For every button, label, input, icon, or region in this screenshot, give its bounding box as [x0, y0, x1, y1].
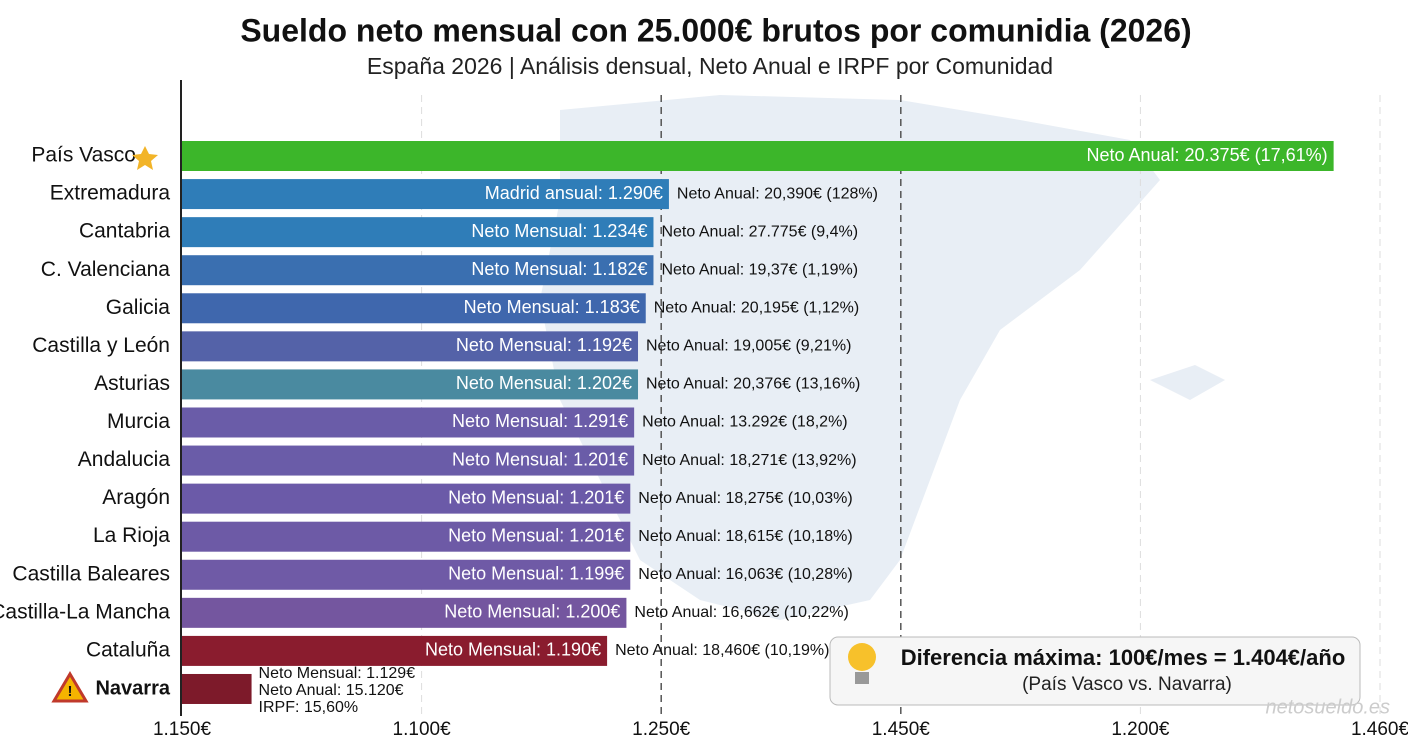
bar-inner-label: Neto Mensual: 1.199€: [448, 564, 624, 584]
x-tick-label: 1.150€: [153, 719, 212, 736]
category-label: Andalucia: [78, 448, 171, 471]
category-label: Galicia: [106, 296, 171, 319]
category-label: Cantabria: [79, 220, 170, 243]
bar-inner-label: Neto Mensual: 1.291€: [452, 411, 628, 431]
callout-box: [829, 636, 1361, 706]
bar: [182, 597, 627, 628]
bar-inner-label: Neto Mensual: 1.201€: [452, 449, 628, 469]
x-tick-label: 1.100€: [393, 719, 452, 736]
x-tick-label: 1.450€: [872, 719, 931, 736]
side-note: Neto Anual: 15.120€: [259, 682, 404, 699]
bar-inner-label: Neto Mensual: 1.183€: [464, 297, 640, 317]
bar-inner-label: Neto Mensual: 1.202€: [456, 373, 632, 393]
watermark: netosueldo.es: [1265, 696, 1390, 718]
bar: [182, 483, 631, 514]
callout: Diferencia máxima: 100€/mes = 1.404€/año…: [829, 636, 1361, 706]
bar-outer-label: Neto Anual: 16,063€ (10,28%): [638, 566, 852, 583]
callout-subtitle: (País Vasco vs. Navarra): [1022, 674, 1232, 695]
warning-icon: [51, 671, 89, 703]
bar-inner-label: Neto Mensual: 1.234€: [471, 221, 647, 241]
bar: [182, 141, 1334, 171]
bulb-icon: [848, 643, 876, 671]
bar: [182, 559, 631, 590]
bar-outer-label: Neto Anual: 19,005€ (9,21%): [646, 338, 851, 355]
bar: [182, 255, 654, 286]
map-background: [540, 95, 1160, 620]
category-label: Extremadura: [50, 182, 171, 205]
bar-inner-label: Neto Mensual: 1.200€: [444, 602, 620, 622]
star-icon: [132, 146, 158, 170]
bar-outer-label: Neto Anual: 27.775€ (9,4%): [661, 223, 858, 240]
x-tick-label: 1.200€: [1111, 719, 1170, 736]
bar-inner-label: Neto Mensual: 1.201€: [448, 525, 624, 545]
side-note: Neto Mensual: 1.129€: [259, 665, 416, 682]
bar: [182, 369, 639, 400]
bar: [182, 673, 252, 704]
bar-outer-label: Neto Anual: 20,390€ (128%): [677, 185, 878, 202]
bar-outer-label: Neto Anual: 20,195€ (1,12%): [654, 299, 859, 316]
category-label: Navarra: [95, 677, 170, 699]
bar-inner-label: Neto Anual: 20.375€ (17,61%): [1086, 145, 1327, 165]
chart-title: Sueldo neto mensual con 25.000€ brutos p…: [240, 12, 1191, 48]
category-label: Murcia: [107, 410, 170, 433]
bar: [182, 179, 669, 210]
map-islands: [1150, 365, 1225, 400]
category-label: C. Valenciana: [41, 258, 171, 281]
bar: [182, 521, 631, 552]
x-tick-label: 1.460€: [1351, 719, 1408, 736]
category-label: País Vasco: [31, 144, 136, 167]
bar-outer-label: Neto Anual: 18,271€ (13,92%): [642, 452, 856, 469]
bar: [182, 445, 635, 476]
bar-inner-label: Neto Mensual: 1.201€: [448, 487, 624, 507]
x-tick-label: 1.250€: [632, 719, 691, 736]
category-label: Aragón: [102, 486, 170, 509]
bar-outer-label: Neto Anual: 20,376€ (13,16%): [646, 376, 860, 393]
bulb-base: [855, 672, 869, 684]
category-label: Cataluña: [86, 638, 170, 661]
callout-title: Diferencia máxima: 100€/mes = 1.404€/año: [901, 645, 1346, 670]
bar: [182, 635, 608, 666]
bar-inner-label: Neto Mensual: 1.190€: [425, 640, 601, 660]
bar-outer-label: Neto Anual: 18,460€ (10,19%): [615, 642, 829, 659]
bar: [182, 293, 646, 324]
bar-outer-label: Neto Anual: 13.292€ (18,2%): [642, 414, 847, 431]
side-note: IRPF: 15,60%: [259, 699, 359, 716]
bar-outer-label: Neto Anual: 16,662€ (10,22%): [634, 604, 848, 621]
bar: [182, 217, 654, 248]
bar-outer-label: Neto Anual: 18,615€ (10,18%): [638, 528, 852, 545]
category-label: Castilla y León: [32, 334, 170, 357]
bar-inner-label: Madrid ansual: 1.290€: [485, 183, 663, 203]
category-label: La Rioja: [93, 524, 170, 547]
bar-inner-label: Neto Mensual: 1.192€: [456, 335, 632, 355]
category-label: Castilla Baleares: [12, 562, 170, 585]
category-label: Castilla-La Mancha: [0, 600, 170, 623]
bar: [182, 407, 635, 438]
bar-outer-label: Neto Anual: 18,275€ (10,03%): [638, 490, 852, 507]
category-label: Asturias: [94, 372, 170, 395]
bar: [182, 331, 639, 362]
warning-mark: !: [68, 683, 73, 700]
bar-inner-label: Neto Mensual: 1.182€: [471, 259, 647, 279]
bar-outer-label: Neto Anual: 19,37€ (1,19%): [661, 261, 858, 278]
chart-subtitle: España 2026 | Análisis densual, Neto Anu…: [367, 53, 1053, 79]
